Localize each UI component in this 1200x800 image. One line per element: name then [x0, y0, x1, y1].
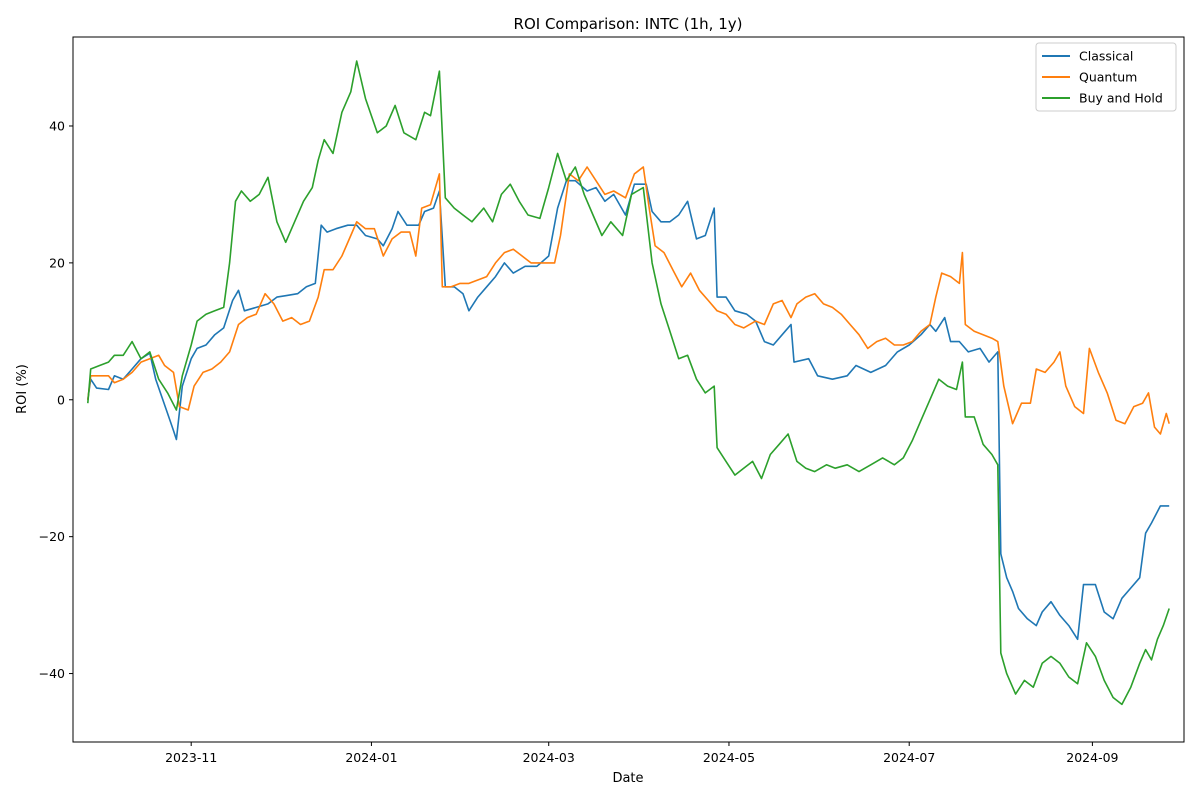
legend-entries: Classical Quantum Buy and Hold: [1042, 49, 1163, 106]
x-tick-label: 2023-11: [165, 750, 217, 765]
legend-box: [1035, 42, 1177, 112]
x-tick-label: 2024-05: [703, 750, 755, 765]
x-axis-ticks: 2023-11 2024-01 2024-03 2024-05 2024-07 2024-…: [165, 742, 1119, 765]
series-line-buy-and-hold: [87, 60, 1170, 706]
x-tick-label: 2024-07: [883, 750, 935, 765]
y-tick-label: 20: [49, 255, 65, 270]
y-tick-label: −20: [39, 529, 65, 544]
y-axis-ticks: 40 20 0 −20 −40: [39, 118, 73, 681]
y-tick-label: 0: [57, 392, 65, 407]
legend: Classical Quantum Buy and Hold: [1035, 42, 1177, 112]
series-line-classical: [87, 179, 1170, 641]
chart-title: ROI Comparison: INTC (1h, 1y): [514, 15, 743, 33]
legend-label-classical: Classical: [1079, 49, 1133, 64]
legend-label-quantum: Quantum: [1079, 70, 1137, 85]
y-tick-label: −40: [39, 666, 65, 681]
x-tick-label: 2024-01: [345, 750, 397, 765]
x-tick-label: 2024-09: [1066, 750, 1118, 765]
series-line-quantum: [87, 166, 1170, 435]
plot-frame: [72, 36, 1185, 743]
series-layer: [87, 60, 1170, 706]
x-axis-label: Date: [612, 771, 643, 786]
legend-label-buy-and-hold: Buy and Hold: [1079, 91, 1163, 106]
y-axis-label: ROI (%): [15, 364, 30, 414]
x-tick-label: 2024-03: [523, 750, 575, 765]
y-tick-label: 40: [49, 118, 65, 133]
